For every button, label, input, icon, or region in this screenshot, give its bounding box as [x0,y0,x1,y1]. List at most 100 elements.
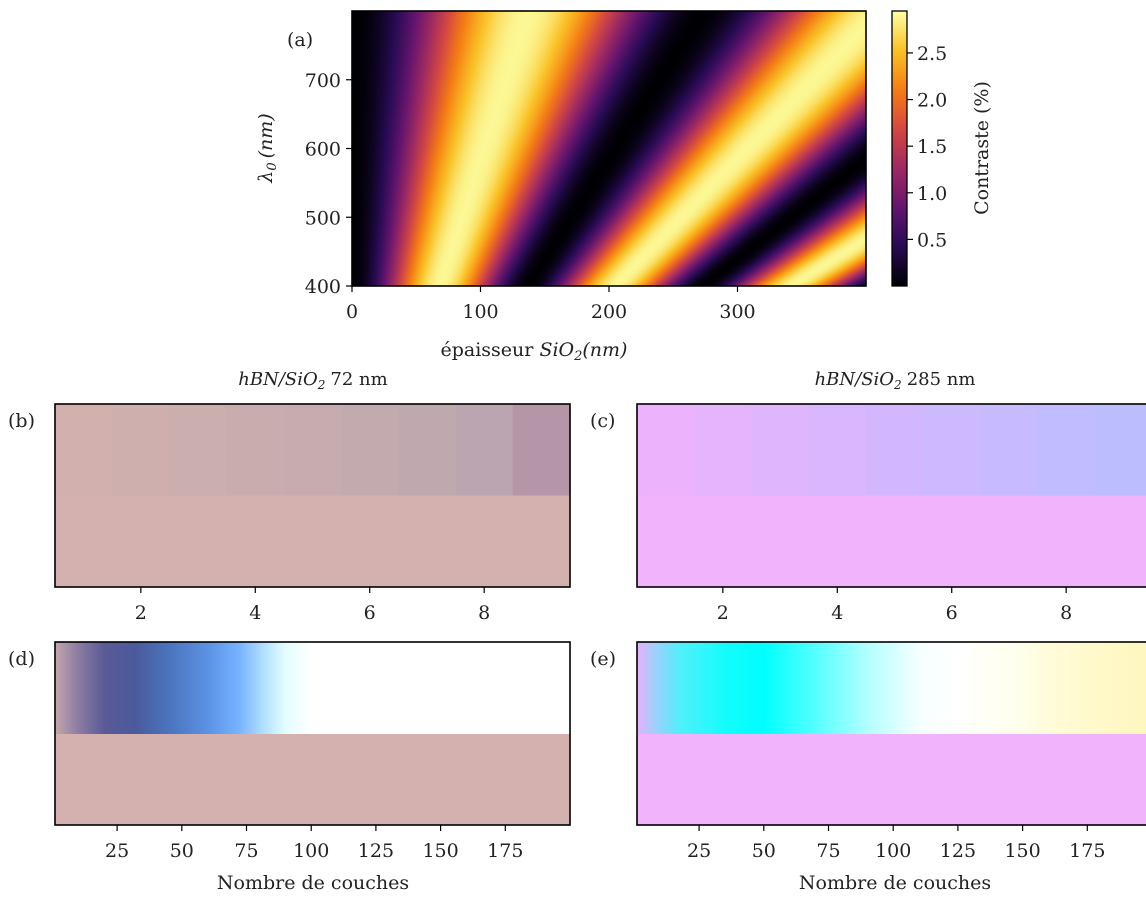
colorbar-frame [891,10,908,287]
panel-d-x-ticks: 25 50 75 100 125 150 175 [105,825,523,862]
title-math: hBN/SiO [815,369,895,390]
x-tick-label: 8 [1060,602,1072,624]
x-tick-label: 150 [1004,840,1040,862]
x-tick-label: 6 [364,602,376,624]
layer-cell [398,404,457,496]
layer-cell [1037,404,1096,496]
panel-a-y-label: λ0 (nm) [255,113,280,183]
y-label-sub: 0 [265,162,280,170]
colorbar-ticks: 0.5 1.0 1.5 2.0 2.5 [907,43,947,251]
layer-cell [808,404,867,496]
layer-cell [169,404,228,496]
layer-cell [980,404,1039,496]
x-tick-label: 6 [946,602,958,624]
panel-e-substrate [637,734,1146,825]
x-label-text: épaisseur [441,339,535,361]
panel-e-layer-gradient [637,642,1146,734]
panel-d-label: (d) [8,648,35,670]
x-tick-label: 200 [591,301,627,323]
colorbar-tick-label: 2.5 [917,43,947,65]
x-label-math: SiO [539,339,574,361]
panel-b-title: hBN/SiO2 72 nm [238,369,387,392]
panel-d: (d) 25 50 75 100 125 150 175 Nombre de couches [8,641,571,894]
panel-b-frame [54,403,571,588]
layer-cell [226,404,285,496]
x-tick-label: 300 [719,301,755,323]
panel-e: (e) 25 50 75 100 125 150 175 Nombre de couches [590,641,1146,894]
layer-cell [283,404,342,496]
x-tick-label: 2 [717,602,729,624]
y-tick-label: 500 [305,207,341,229]
y-label-math: λ [255,171,277,184]
panel-d-substrate [55,734,570,825]
panel-a-label: (a) [287,29,313,51]
title-text: 285 nm [907,369,976,390]
x-tick-label: 150 [422,840,458,862]
panel-a-x-label: épaisseur SiO2(nm) [441,339,628,364]
colorbar-tick-label: 1.0 [917,183,947,205]
title-text: 72 nm [330,369,387,390]
x-tick-label: 175 [487,840,523,862]
x-label-sub: 2 [573,349,582,364]
panel-b-cells [55,404,571,587]
substrate-cell [637,495,1146,587]
layer-cell [865,404,924,496]
layer-cell [55,404,113,496]
layer-cell [455,404,514,496]
panel-e-label: (e) [590,648,616,670]
x-tick-label: 125 [940,840,976,862]
panel-c-frame [636,403,1146,588]
panel-a: (a) 0 100 200 300 400 500 600 700 épaisseur Si… [255,10,993,364]
layer-cell [1094,404,1146,496]
contrast-heatmap [352,11,866,286]
colorbar-tick-label: 2.0 [917,90,947,112]
y-label-unit: (nm) [255,113,277,158]
panel-c-cells [637,404,1146,587]
x-tick-label: 2 [135,602,147,624]
x-tick-label: 100 [462,301,498,323]
panel-e-x-label: Nombre de couches [799,872,991,894]
y-tick-label: 700 [305,70,341,92]
colorbar [892,11,907,286]
panel-b-x-ticks: 2 4 6 8 [135,587,490,624]
layer-cell [112,404,171,496]
x-label-unit: (nm) [582,339,627,361]
x-tick-label: 4 [249,602,261,624]
x-tick-label: 50 [752,840,776,862]
title-sub: 2 [893,378,902,392]
x-tick-label: 75 [234,840,258,862]
x-tick-label: 100 [875,840,911,862]
panel-d-x-label: Nombre de couches [217,872,409,894]
panel-a-x-ticks: 0 100 200 300 [346,286,756,323]
x-tick-label: 8 [478,602,490,624]
layer-cell [923,404,981,496]
layer-cell [751,404,810,496]
colorbar-tick-label: 1.5 [917,136,947,158]
x-tick-label: 25 [105,840,129,862]
title-sub: 2 [317,378,326,392]
x-tick-label: 100 [293,840,329,862]
layer-cell [637,404,695,496]
panel-a-y-ticks: 400 500 600 700 [305,70,352,298]
panel-e-x-ticks: 25 50 75 100 125 150 175 [687,825,1105,862]
x-tick-label: 125 [358,840,394,862]
panel-d-frame [54,641,571,826]
x-tick-label: 50 [170,840,194,862]
layer-cell [512,404,571,496]
colorbar-label: Contraste (%) [971,81,993,215]
x-tick-label: 75 [816,840,840,862]
x-tick-label: 0 [346,301,358,323]
x-tick-label: 175 [1069,840,1105,862]
title-math: hBN/SiO [238,369,318,390]
panel-e-frame [636,641,1146,826]
panel-c-x-ticks: 2 4 6 8 [717,587,1072,624]
colorbar-tick-label: 0.5 [917,229,947,251]
layer-cell [341,404,399,496]
panel-c-label: (c) [590,410,615,432]
panel-c-title: hBN/SiO2 285 nm [815,369,976,392]
y-tick-label: 400 [305,276,341,298]
substrate-cell [55,495,570,587]
